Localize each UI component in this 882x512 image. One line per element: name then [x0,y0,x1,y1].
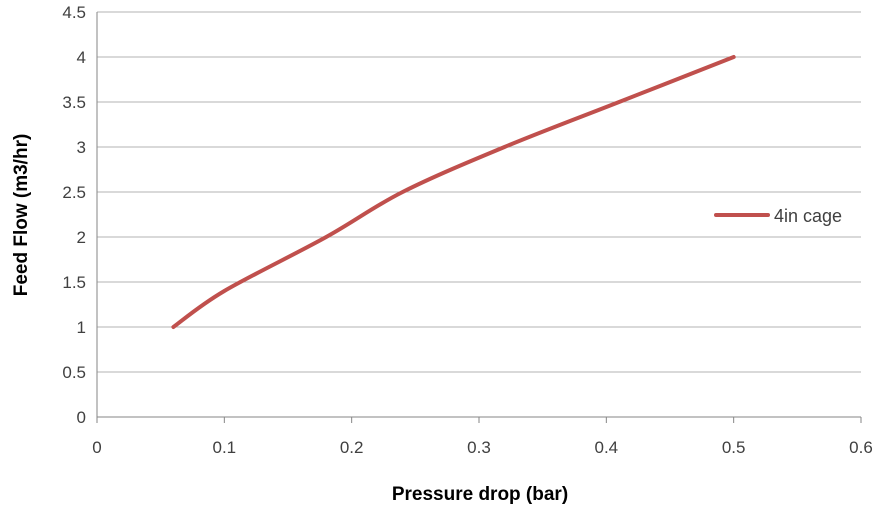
series-layer [171,55,736,329]
y-axis-ticks: 0 0.5 1 1.5 2 2.5 3 3.5 4 4.5 [62,3,86,427]
x-axis-ticks: 0 0.1 0.2 0.3 0.4 0.5 0.6 [92,417,873,457]
y-axis-title: Feed Flow (m3/hr) [11,134,32,297]
y-tick-label: 1.5 [62,273,86,292]
x-tick-label: 0.2 [340,438,364,457]
y-tick-label: 1 [77,318,86,337]
x-tick-label: 0.3 [467,438,491,457]
x-tick-label: 0.5 [722,438,746,457]
y-tick-label: 2.5 [62,183,86,202]
legend: 4in cage [714,206,842,226]
x-tick-label: 0.6 [849,438,873,457]
y-tick-label: 2 [77,228,86,247]
series-line-4in-cage [171,55,736,329]
y-tick-label: 0.5 [62,363,86,382]
y-tick-label: 4.5 [62,3,86,22]
x-tick-label: 0.1 [213,438,237,457]
x-tick-label: 0 [92,438,101,457]
gridlines [97,11,861,373]
x-axis-title: Pressure drop (bar) [392,484,568,505]
y-tick-label: 0 [77,408,86,427]
y-tick-label: 3.5 [62,93,86,112]
y-tick-label: 4 [77,48,86,67]
legend-label: 4in cage [774,206,842,226]
y-tick-label: 3 [77,138,86,157]
x-tick-label: 0.4 [595,438,619,457]
